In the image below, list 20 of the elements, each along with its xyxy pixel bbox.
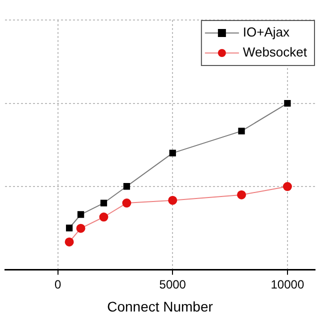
point — [77, 211, 84, 218]
point — [122, 198, 132, 208]
point — [76, 224, 86, 233]
point — [237, 190, 246, 200]
point — [169, 150, 176, 156]
point — [168, 196, 178, 205]
legend-label: IO+Ajax — [242, 24, 290, 40]
x-tick-label: 5000 — [159, 277, 186, 292]
x-axis-title: Connect Number — [107, 298, 214, 314]
point — [100, 200, 108, 206]
point — [64, 237, 74, 246]
point — [238, 128, 245, 134]
point — [66, 224, 73, 232]
point — [282, 182, 292, 192]
point — [123, 183, 130, 190]
point — [99, 212, 108, 222]
legend-label: Websocket — [242, 44, 308, 60]
point — [284, 100, 291, 107]
x-tick-label: 10000 — [270, 277, 304, 292]
x-tick-label: 0 — [54, 277, 62, 292]
